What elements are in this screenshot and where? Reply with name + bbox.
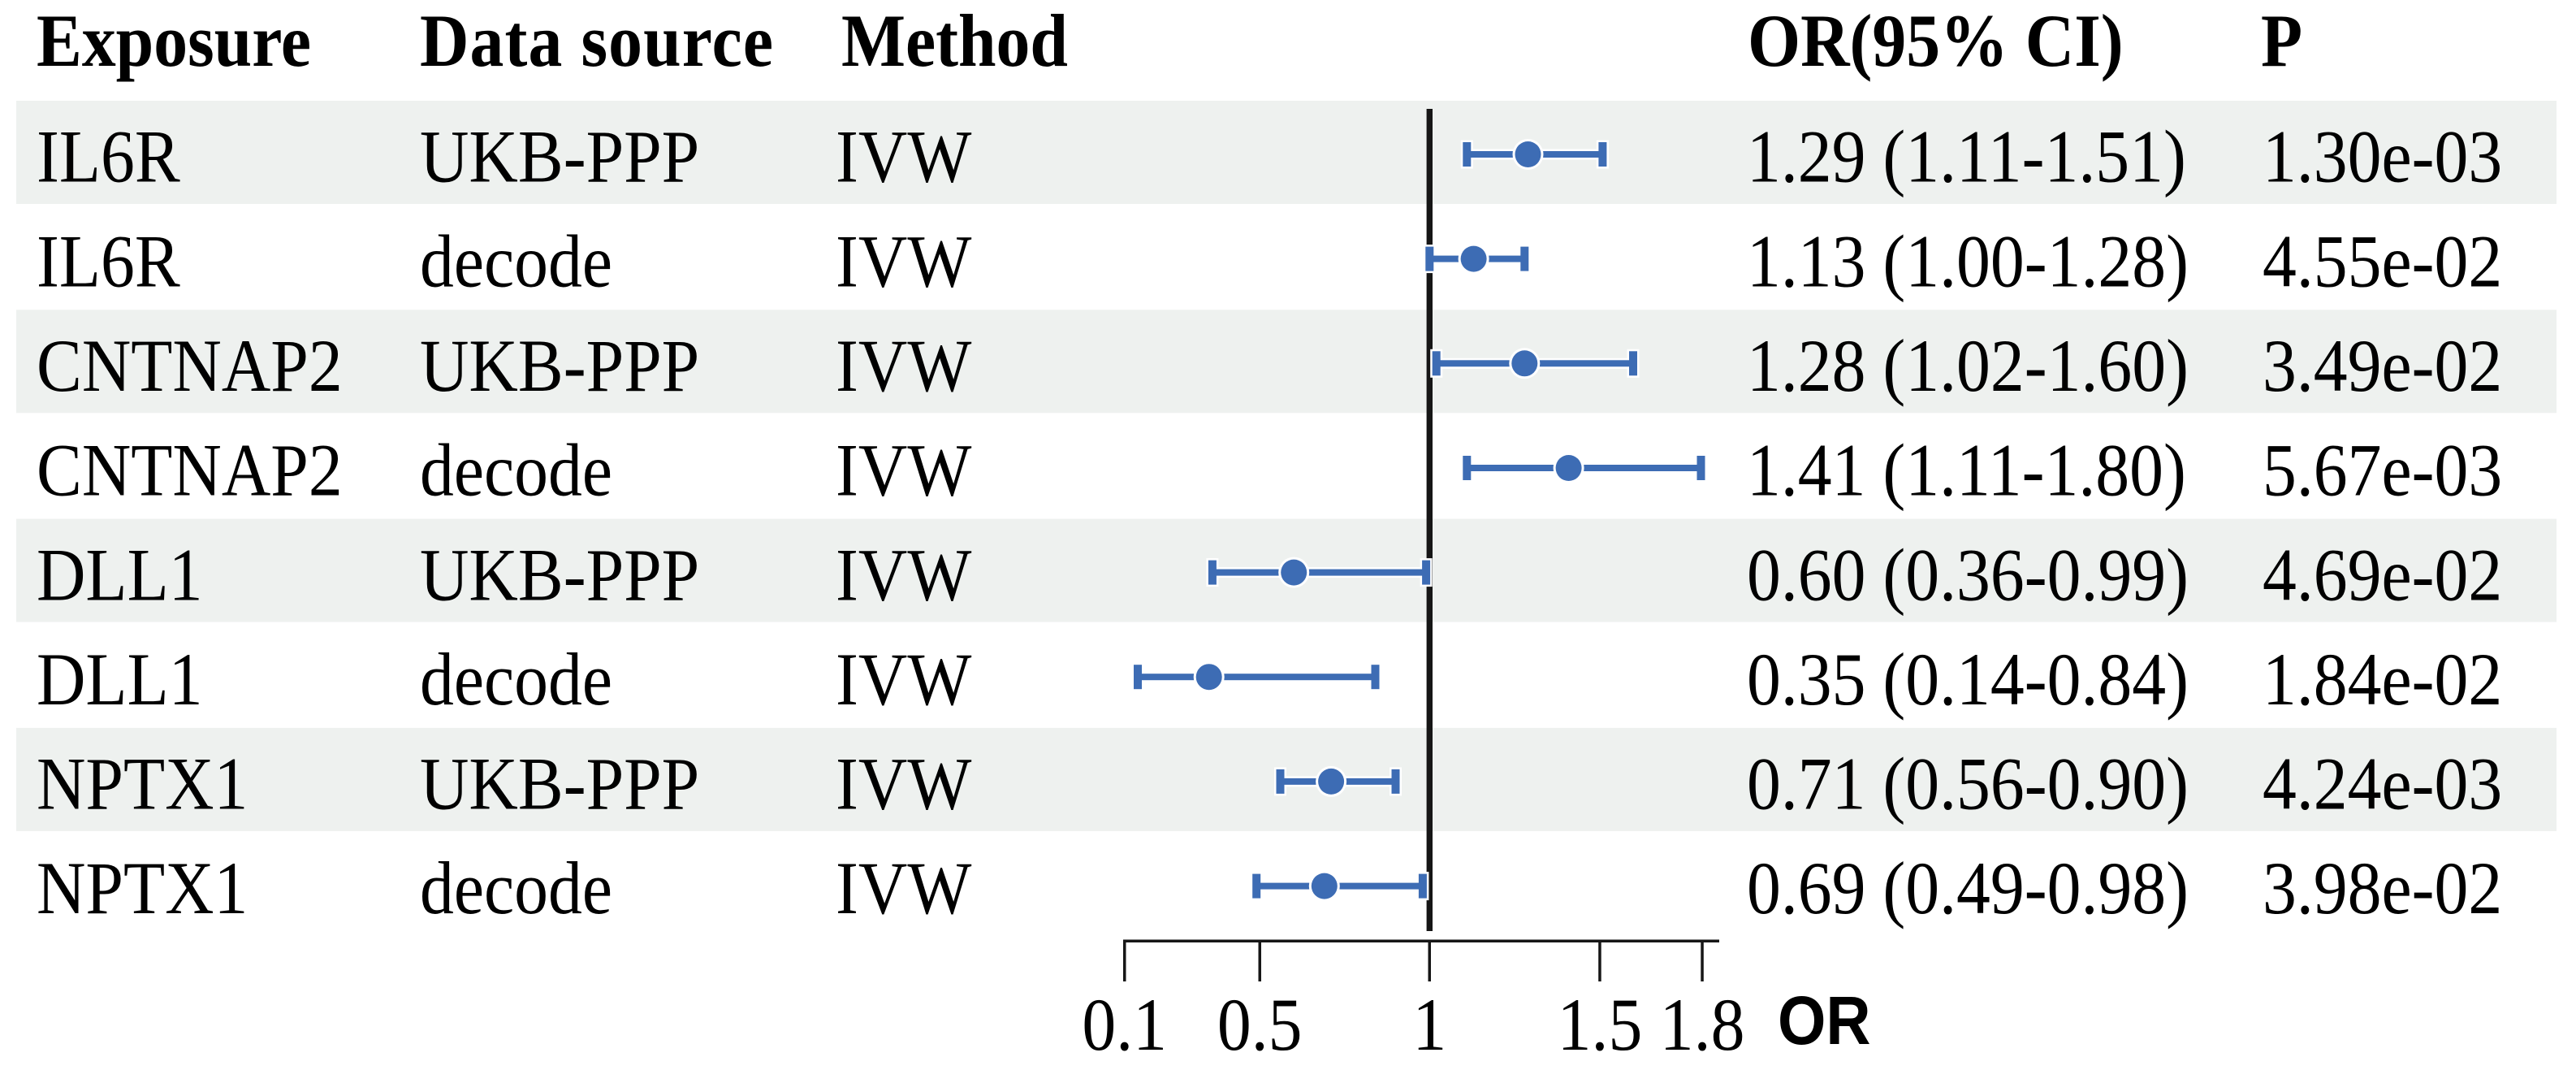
svg-text:Method: Method [841, 0, 1068, 82]
svg-text:P: P [2261, 0, 2302, 82]
svg-text:IL6R: IL6R [37, 116, 180, 198]
svg-text:IVW: IVW [836, 430, 971, 512]
svg-text:5.67e-03: 5.67e-03 [2263, 430, 2502, 512]
svg-text:0.69 (0.49-0.98): 0.69 (0.49-0.98) [1747, 848, 2189, 930]
svg-text:NPTX1: NPTX1 [37, 743, 248, 825]
svg-text:CNTNAP2: CNTNAP2 [37, 430, 343, 512]
svg-text:IL6R: IL6R [37, 221, 180, 303]
svg-text:Exposure: Exposure [37, 0, 311, 82]
svg-text:3.98e-02: 3.98e-02 [2263, 848, 2502, 930]
svg-text:OR(95% CI): OR(95% CI) [1748, 0, 2124, 82]
svg-text:1.41 (1.11-1.80): 1.41 (1.11-1.80) [1747, 430, 2186, 512]
svg-text:1.13 (1.00-1.28): 1.13 (1.00-1.28) [1747, 221, 2189, 303]
svg-text:decode: decode [420, 221, 612, 303]
svg-text:0.35 (0.14-0.84): 0.35 (0.14-0.84) [1747, 639, 2189, 721]
svg-text:3.49e-02: 3.49e-02 [2263, 325, 2502, 407]
svg-text:NPTX1: NPTX1 [37, 848, 248, 930]
svg-text:1.30e-03: 1.30e-03 [2263, 116, 2502, 198]
svg-text:4.69e-02: 4.69e-02 [2263, 535, 2502, 617]
svg-text:UKB-PPP: UKB-PPP [420, 743, 699, 825]
svg-text:UKB-PPP: UKB-PPP [420, 535, 699, 617]
svg-text:decode: decode [420, 430, 612, 512]
svg-text:1.28 (1.02-1.60): 1.28 (1.02-1.60) [1747, 325, 2189, 407]
svg-text:1.29 (1.11-1.51): 1.29 (1.11-1.51) [1747, 116, 2186, 198]
svg-text:4.55e-02: 4.55e-02 [2263, 221, 2502, 303]
svg-text:UKB-PPP: UKB-PPP [420, 116, 699, 198]
svg-text:0.1: 0.1 [1082, 984, 1167, 1066]
svg-text:CNTNAP2: CNTNAP2 [37, 325, 343, 407]
svg-text:4.24e-03: 4.24e-03 [2263, 743, 2502, 825]
svg-text:1.84e-02: 1.84e-02 [2263, 639, 2502, 721]
svg-text:IVW: IVW [836, 221, 971, 303]
svg-text:IVW: IVW [836, 325, 971, 407]
svg-text:1.5: 1.5 [1558, 984, 1643, 1066]
svg-text:decode: decode [420, 639, 612, 721]
svg-text:DLL1: DLL1 [37, 535, 203, 617]
svg-text:IVW: IVW [836, 639, 971, 721]
svg-text:1: 1 [1412, 984, 1446, 1066]
svg-text:0.5: 0.5 [1217, 984, 1303, 1066]
svg-text:UKB-PPP: UKB-PPP [420, 325, 699, 407]
svg-text:0.71 (0.56-0.90): 0.71 (0.56-0.90) [1747, 743, 2189, 825]
svg-text:IVW: IVW [836, 848, 971, 930]
svg-text:OR: OR [1778, 983, 1871, 1059]
svg-text:Data source: Data source [420, 0, 773, 82]
svg-text:0.60 (0.36-0.99): 0.60 (0.36-0.99) [1747, 535, 2189, 617]
svg-text:IVW: IVW [836, 535, 971, 617]
svg-text:decode: decode [420, 848, 612, 930]
svg-text:1.8: 1.8 [1660, 984, 1745, 1066]
svg-text:IVW: IVW [836, 116, 971, 198]
svg-text:DLL1: DLL1 [37, 639, 203, 721]
svg-text:IVW: IVW [836, 743, 971, 825]
